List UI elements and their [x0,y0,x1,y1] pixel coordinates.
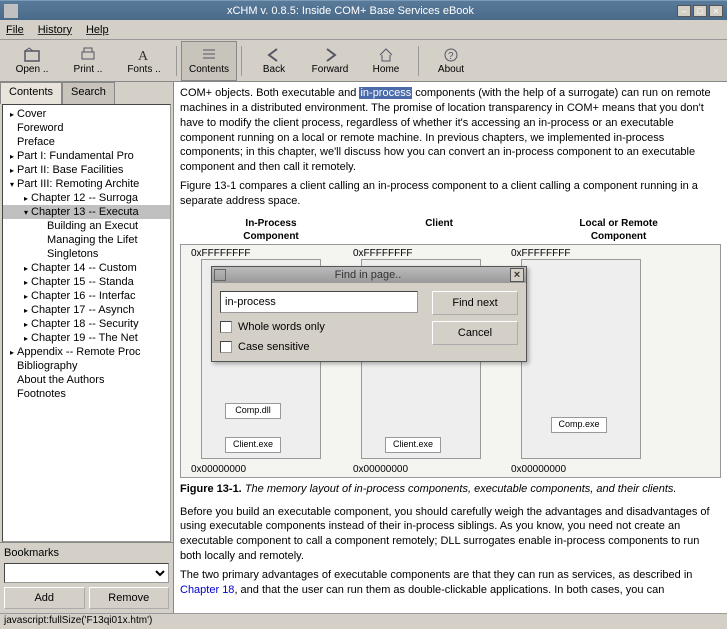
bookmark-add-button[interactable]: Add [4,587,85,609]
back-icon [265,47,283,63]
tree-node[interactable]: Singletons [3,247,170,261]
paragraph: The two primary advantages of executable… [180,568,721,598]
open-label: Open .. [16,64,49,75]
paragraph: Before you build an executable component… [180,505,721,564]
back-label: Back [263,64,285,75]
find-input[interactable] [220,291,418,313]
tree-node[interactable]: Managing the Lifet [3,233,170,247]
forward-button[interactable]: Forward [302,41,358,81]
print-button[interactable]: Print .. [60,41,116,81]
tree-node[interactable]: Bibliography [3,359,170,373]
home-icon [377,47,395,63]
contents-button[interactable]: Contents [181,41,237,81]
tree-node[interactable]: Preface [3,135,170,149]
tree-node[interactable]: Building an Execut [3,219,170,233]
whole-words-checkbox[interactable] [220,321,232,333]
tree-node[interactable]: ▸Chapter 17 -- Asynch [3,303,170,317]
find-next-button[interactable]: Find next [432,291,518,315]
fig-col-header: Client [425,217,453,244]
menubar: File History Help [0,20,727,40]
case-sensitive-label: Case sensitive [238,341,310,353]
tree-node[interactable]: ▸Chapter 12 -- Surroga [3,191,170,205]
home-button[interactable]: Home [358,41,414,81]
paragraph: Figure 13-1 compares a client calling an… [180,179,721,209]
fig-col-header: In-Process Component [243,217,299,244]
sidebar: Contents Search ▸CoverForewordPreface▸Pa… [0,82,174,613]
about-icon: ? [442,47,460,63]
menu-file[interactable]: File [6,24,24,36]
bookmark-remove-button[interactable]: Remove [89,587,170,609]
contents-label: Contents [189,64,229,75]
tree-node[interactable]: ▸Chapter 19 -- The Net [3,331,170,345]
paragraph: COM+ objects. Both executable and in-pro… [180,86,721,175]
tab-search[interactable]: Search [62,82,115,104]
dialog-title: Find in page.. [226,269,510,281]
dialog-icon [214,269,226,281]
forward-label: Forward [312,64,349,75]
contents-tree[interactable]: ▸CoverForewordPreface▸Part I: Fundamenta… [2,104,171,542]
fonts-label: Fonts .. [127,64,160,75]
statusbar: javascript:fullSize('F13qi01x.htm') [0,613,727,629]
bookmarks-panel: Bookmarks Add Remove [0,542,173,613]
find-dialog: Find in page.. × Whole words only Case s… [211,266,527,362]
maximize-button[interactable]: □ [693,5,707,17]
tree-node[interactable]: ▸Chapter 15 -- Standa [3,275,170,289]
app-icon [4,4,18,18]
about-button[interactable]: ? About [423,41,479,81]
toolbar-sep [241,46,242,76]
search-highlight: in-process [359,87,412,99]
titlebar: xCHM v. 0.8.5: Inside COM+ Base Services… [0,0,727,20]
tab-contents[interactable]: Contents [0,82,62,104]
forward-icon [321,47,339,63]
fig-col-header: Local or Remote Component [579,217,657,244]
dialog-close-button[interactable]: × [510,268,524,282]
tree-node[interactable]: ▸Part I: Fundamental Pro [3,149,170,163]
contents-icon [200,47,218,63]
close-button[interactable]: × [709,5,723,17]
print-icon [79,47,97,63]
home-label: Home [373,64,400,75]
tree-node[interactable]: ▾Part III: Remoting Archite [3,177,170,191]
tree-node[interactable]: ▸Chapter 18 -- Security [3,317,170,331]
link-chapter18[interactable]: Chapter 18 [180,584,234,596]
tree-node[interactable]: Footnotes [3,387,170,401]
tree-node[interactable]: ▸Cover [3,107,170,121]
tree-node[interactable]: ▸Appendix -- Remote Proc [3,345,170,359]
tree-node[interactable]: ▾Chapter 13 -- Executa [3,205,170,219]
dialog-titlebar[interactable]: Find in page.. × [212,267,526,283]
print-label: Print .. [74,64,103,75]
tree-node[interactable]: ▸Chapter 14 -- Custom [3,261,170,275]
tree-node[interactable]: Foreword [3,121,170,135]
fonts-icon: A [135,47,153,63]
fonts-button[interactable]: AFonts .. [116,41,172,81]
tree-node[interactable]: ▸Part II: Base Facilities [3,163,170,177]
tree-node[interactable]: About the Authors [3,373,170,387]
toolbar: Open .. Print .. AFonts .. Contents Back… [0,40,727,82]
cancel-button[interactable]: Cancel [432,321,518,345]
window-title: xCHM v. 0.8.5: Inside COM+ Base Services… [24,5,677,17]
svg-text:?: ? [448,51,454,62]
tree-node[interactable]: ▸Chapter 16 -- Interfac [3,289,170,303]
menu-history[interactable]: History [38,24,72,36]
open-icon [23,47,41,63]
toolbar-sep [418,46,419,76]
about-label: About [438,64,464,75]
bookmarks-title: Bookmarks [4,547,169,559]
minimize-button[interactable]: – [677,5,691,17]
case-sensitive-checkbox[interactable] [220,341,232,353]
whole-words-label: Whole words only [238,321,325,333]
open-button[interactable]: Open .. [4,41,60,81]
figure-caption: Figure 13-1. The memory layout of in-pro… [180,482,721,497]
back-button[interactable]: Back [246,41,302,81]
toolbar-sep [176,46,177,76]
bookmarks-select[interactable] [4,563,169,583]
menu-help[interactable]: Help [86,24,109,36]
svg-text:A: A [138,49,149,63]
